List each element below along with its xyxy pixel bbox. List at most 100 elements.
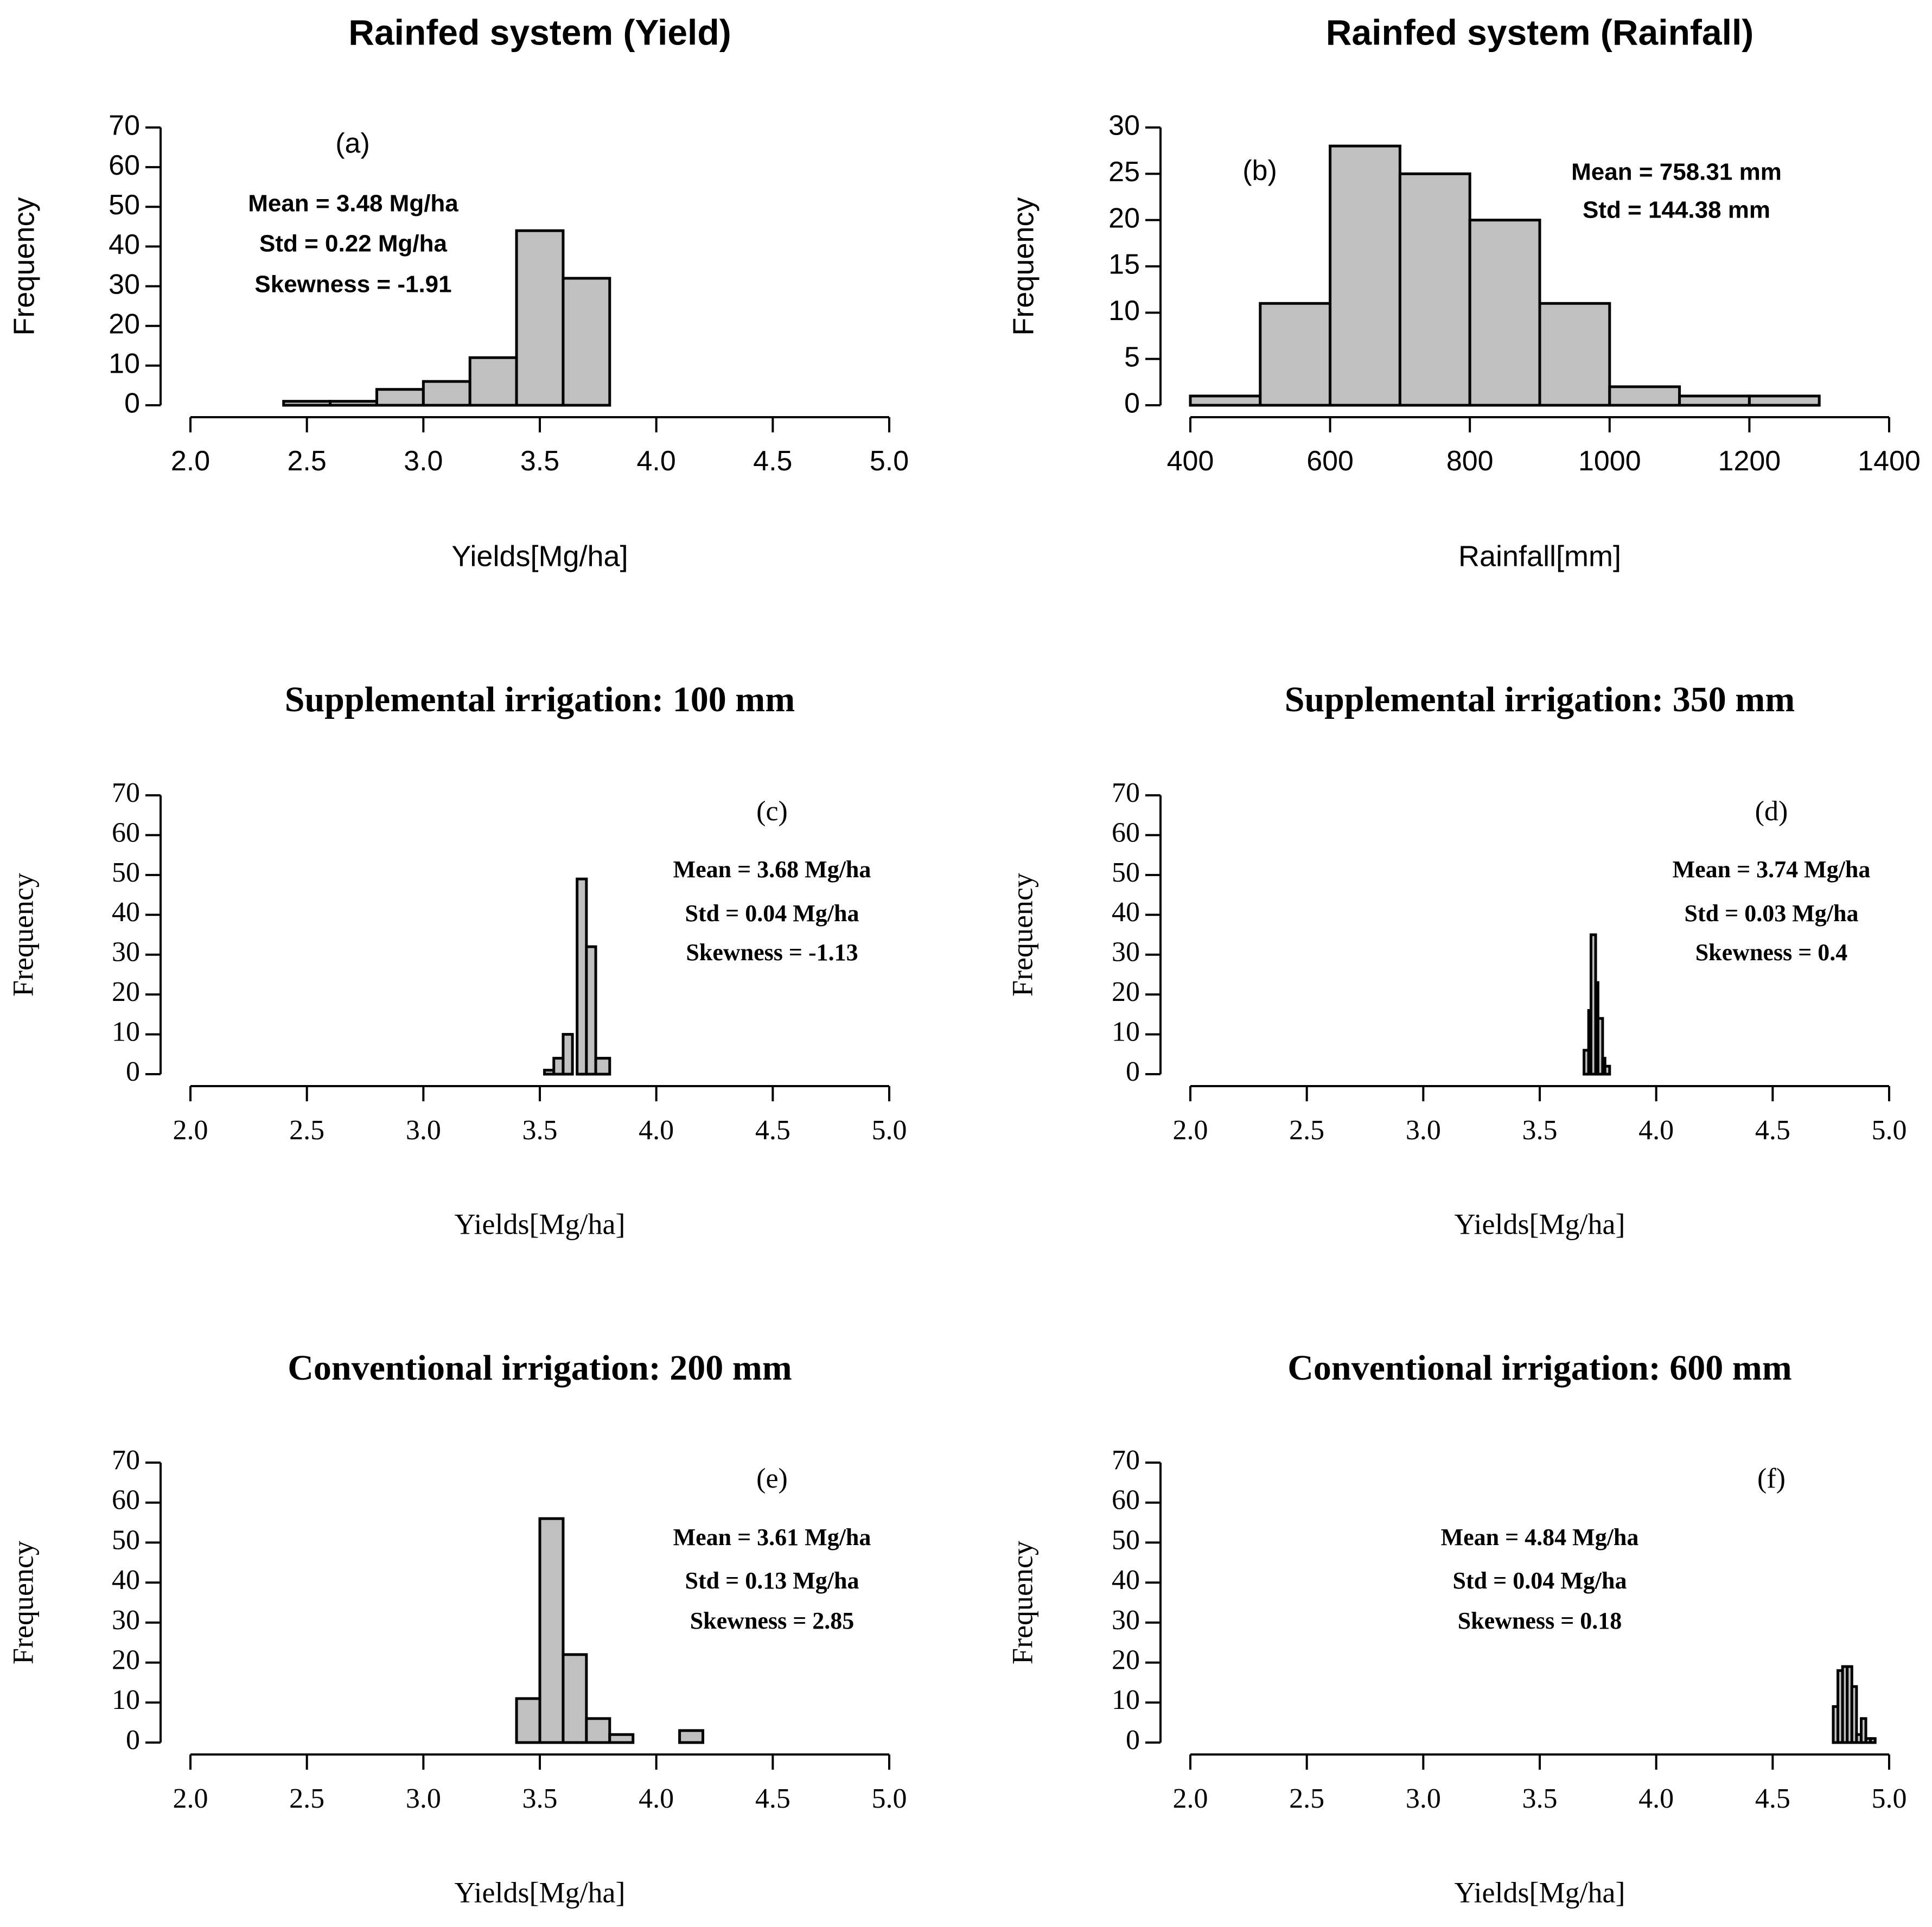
y-tick-label: 40 xyxy=(1112,1565,1140,1596)
y-tick-label: 30 xyxy=(1112,1605,1140,1636)
y-tick-label: 50 xyxy=(112,1524,140,1555)
panel-label: (d) xyxy=(1755,796,1788,827)
panel-label: (f) xyxy=(1757,1463,1786,1494)
x-tick-label: 4.0 xyxy=(639,1783,674,1814)
x-axis-label: Yields[Mg/ha] xyxy=(451,540,628,572)
chart-title: Rainfed system (Yield) xyxy=(348,12,731,52)
x-tick-label: 2.5 xyxy=(1289,1115,1324,1146)
histogram-bar xyxy=(1869,1737,1877,1744)
chart-panel-e: Conventional irrigation: 200 mm 0 10 20 30 40… xyxy=(7,1348,907,1909)
stats-annotation: Mean = 3.68 Mg/ha xyxy=(673,856,871,883)
y-tick-label: 70 xyxy=(112,777,140,808)
y-tick-label: 40 xyxy=(109,229,140,260)
x-tick-label: 3.0 xyxy=(404,445,443,477)
x-tick-label: 3.5 xyxy=(520,445,559,477)
y-axis-label: Frequency xyxy=(1006,873,1038,997)
histogram-bar xyxy=(1608,385,1681,407)
stats-annotation: Skewness = 2.85 xyxy=(690,1607,855,1634)
stats-annotation: Mean = 3.48 Mg/ha xyxy=(248,190,458,217)
y-tick-label: 0 xyxy=(1126,1056,1140,1087)
y-tick-label: 50 xyxy=(1112,1524,1140,1555)
x-tick-label: 1400 xyxy=(1858,445,1921,477)
histogram-bar xyxy=(608,1733,635,1744)
histogram-bar xyxy=(576,877,588,1076)
x-tick-label: 4.0 xyxy=(639,1115,674,1146)
x-tick-label: 4.5 xyxy=(755,1783,790,1814)
y-tick-label: 15 xyxy=(1108,249,1140,280)
y-tick-label: 0 xyxy=(126,1056,140,1087)
x-tick-label: 5.0 xyxy=(872,1783,907,1814)
chart-title: Rainfed system (Rainfall) xyxy=(1326,12,1754,52)
x-tick-label: 4.0 xyxy=(1638,1783,1674,1814)
y-axis-label: Frequency xyxy=(7,873,39,997)
stats-annotation: Skewness = 0.18 xyxy=(1458,1607,1622,1634)
stats-annotation: Std = 0.03 Mg/ha xyxy=(1685,900,1859,927)
chart-panel-f: Conventional irrigation: 600 mm 0 10 20 30 40… xyxy=(1006,1348,1907,1909)
x-tick-label: 4.5 xyxy=(1755,1783,1790,1814)
x-tick-label: 2.0 xyxy=(1173,1783,1208,1814)
y-tick-label: 10 xyxy=(1108,295,1140,327)
x-axis-label: Yields[Mg/ha] xyxy=(455,1208,626,1240)
chart-panel-b: Rainfed system (Rainfall) 0 5 10 15 20 25 30 400… xyxy=(1007,12,1921,572)
panel-label: (b) xyxy=(1242,155,1277,187)
y-tick-label: 10 xyxy=(1112,1017,1140,1048)
y-tick-label: 30 xyxy=(1112,937,1140,968)
stats-annotation: Skewness = 0.4 xyxy=(1695,939,1848,966)
y-tick-label: 70 xyxy=(109,110,140,142)
y-axis-label: Frequency xyxy=(1006,1541,1038,1664)
histogram-bar xyxy=(585,945,597,1076)
y-tick-label: 50 xyxy=(109,189,140,221)
panel-label: (c) xyxy=(756,796,788,827)
y-tick-label: 40 xyxy=(112,897,140,928)
y-tick-label: 25 xyxy=(1108,156,1140,188)
y-tick-label: 60 xyxy=(112,1485,140,1516)
y-tick-label: 70 xyxy=(1112,777,1140,808)
histogram-bar xyxy=(538,1517,565,1744)
histogram-bar xyxy=(515,1697,541,1744)
histogram-bar xyxy=(1259,302,1332,407)
x-tick-label: 1200 xyxy=(1718,445,1781,477)
y-tick-label: 70 xyxy=(112,1445,140,1476)
x-axis-label: Yields[Mg/ha] xyxy=(1455,1876,1625,1909)
x-axis-label: Yields[Mg/ha] xyxy=(1455,1208,1625,1240)
x-tick-label: 3.5 xyxy=(1522,1115,1558,1146)
stats-annotation: Skewness = -1.91 xyxy=(254,271,451,298)
x-tick-label: 4.0 xyxy=(637,445,676,477)
y-tick-label: 0 xyxy=(1126,1725,1140,1756)
stats-annotation: Std = 0.04 Mg/ha xyxy=(685,900,859,927)
x-tick-label: 5.0 xyxy=(1872,1783,1907,1814)
x-tick-label: 4.5 xyxy=(753,445,792,477)
y-tick-label: 20 xyxy=(1112,1645,1140,1676)
x-tick-label: 4.0 xyxy=(1638,1115,1674,1146)
stats-annotation: Skewness = -1.13 xyxy=(686,939,858,966)
y-tick-label: 10 xyxy=(112,1684,140,1715)
x-tick-label: 2.5 xyxy=(288,445,327,477)
x-tick-label: 3.0 xyxy=(1406,1115,1441,1146)
chart-panel-c: Supplemental irrigation: 100 mm 0 10 20 30 40… xyxy=(7,680,907,1240)
x-tick-label: 400 xyxy=(1167,445,1214,477)
stats-annotation: Std = 0.13 Mg/ha xyxy=(685,1567,859,1594)
panel-label: (a) xyxy=(335,128,370,159)
y-tick-label: 60 xyxy=(1112,817,1140,848)
y-tick-label: 30 xyxy=(1108,110,1140,142)
y-tick-label: 0 xyxy=(124,388,140,419)
y-tick-label: 20 xyxy=(1112,977,1140,1007)
x-tick-label: 2.5 xyxy=(1289,1783,1324,1814)
y-tick-label: 10 xyxy=(1112,1684,1140,1715)
stats-annotation: Std = 0.04 Mg/ha xyxy=(1453,1567,1627,1594)
x-tick-label: 2.5 xyxy=(289,1115,324,1146)
x-tick-label: 4.5 xyxy=(1755,1115,1790,1146)
x-tick-label: 3.0 xyxy=(406,1115,441,1146)
x-axis-label: Rainfall[mm] xyxy=(1458,540,1621,572)
chart-title: Supplemental irrigation: 100 mm xyxy=(285,680,795,719)
y-tick-label: 0 xyxy=(126,1725,140,1756)
x-tick-label: 2.0 xyxy=(173,1115,208,1146)
y-tick-label: 20 xyxy=(1108,202,1140,234)
y-tick-label: 20 xyxy=(112,1645,140,1676)
x-tick-label: 3.5 xyxy=(522,1115,558,1146)
x-tick-label: 1000 xyxy=(1578,445,1641,477)
histogram-bar xyxy=(1748,394,1821,407)
histogram-bar xyxy=(1468,219,1541,407)
histogram-bar xyxy=(1596,1017,1604,1076)
